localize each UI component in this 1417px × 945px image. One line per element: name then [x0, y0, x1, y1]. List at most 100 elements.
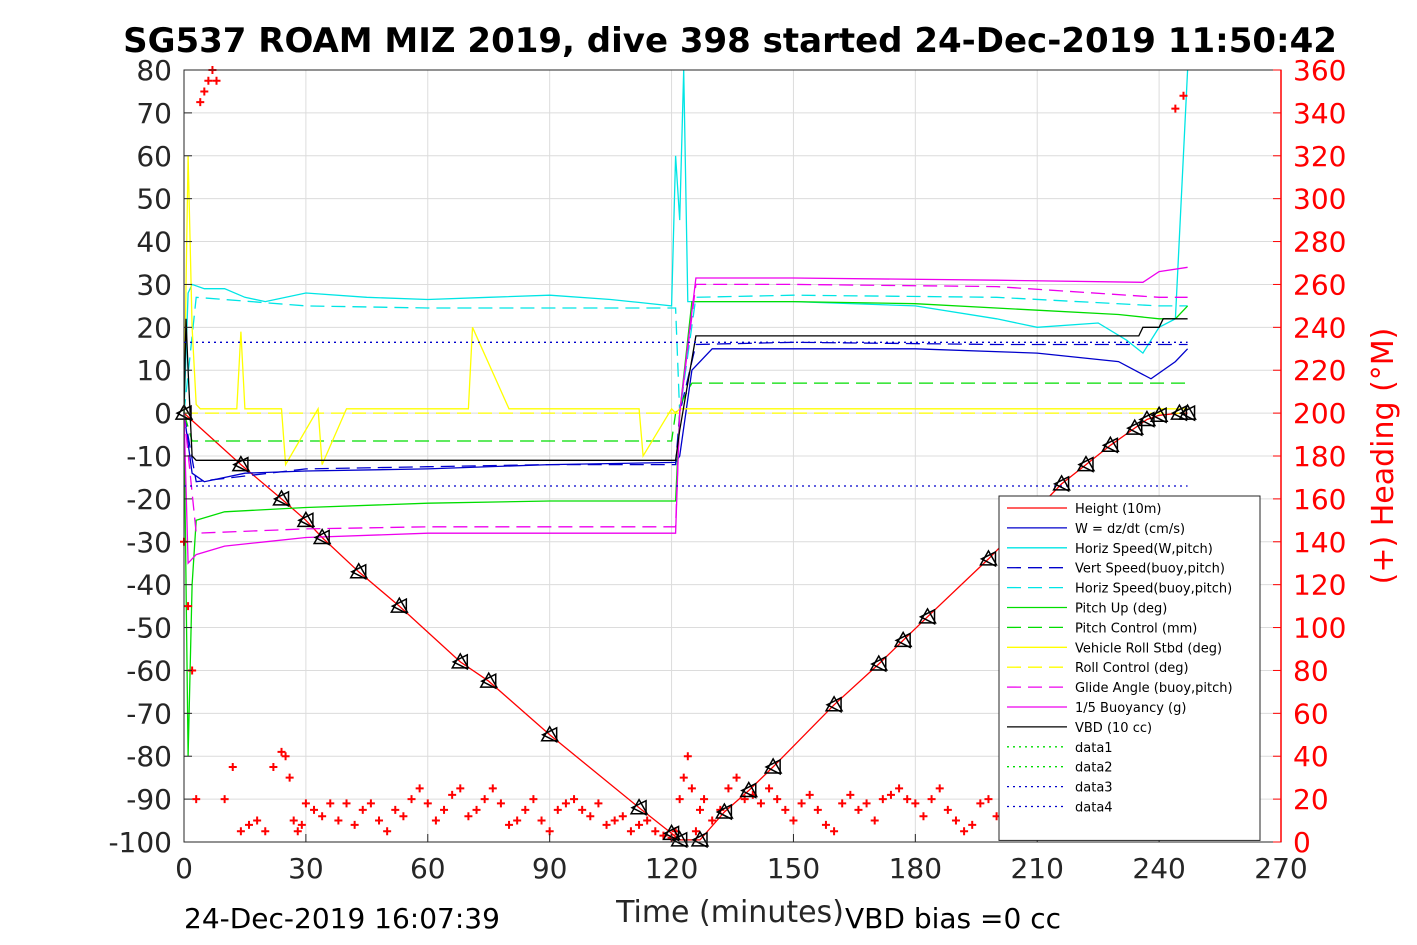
heading-marker	[724, 784, 733, 793]
heading-marker	[700, 795, 709, 804]
y-right-tick-label: 220	[1293, 354, 1346, 387]
series-line-1	[183, 412, 1188, 841]
heading-marker	[301, 799, 310, 808]
heading-marker	[675, 795, 684, 804]
heading-marker	[732, 773, 741, 782]
legend-entry-label: data4	[1075, 801, 1113, 816]
heading-marker	[505, 820, 514, 829]
y-right-tick-label: 80	[1293, 654, 1329, 687]
heading-marker	[756, 799, 765, 808]
legend-entry-label: Roll Control (deg)	[1075, 661, 1189, 676]
depth-triangle-marker	[764, 758, 781, 776]
heading-marker	[448, 790, 457, 799]
heading-marker	[358, 805, 367, 814]
heading-marker	[553, 805, 562, 814]
heading-marker	[399, 812, 408, 821]
legend-entry-label: 1/5 Buoyancy (g)	[1075, 701, 1186, 716]
depth-triangle-marker	[691, 831, 708, 849]
depth-triangle-marker	[740, 782, 757, 799]
heading-marker	[854, 805, 863, 814]
depth-triangle-marker	[918, 608, 936, 626]
heading-marker	[797, 799, 806, 808]
heading-marker	[935, 784, 944, 793]
heading-marker	[350, 820, 359, 829]
series-layer	[183, 69, 1189, 841]
heading-marker	[708, 816, 717, 825]
y-left-tick-label: -30	[126, 526, 172, 559]
legend-entry-label: Pitch Control (mm)	[1075, 621, 1197, 636]
legend-box	[998, 495, 1261, 841]
y-left-tick-label: 30	[136, 268, 172, 301]
depth-triangle-marker	[272, 490, 290, 508]
heading-marker	[878, 795, 887, 804]
heading-marker	[695, 805, 704, 814]
heading-marker	[220, 795, 229, 804]
x-tick-label: 90	[532, 852, 568, 885]
y-right-tick-label: 0	[1293, 826, 1311, 859]
heading-marker	[846, 790, 855, 799]
heading-marker	[297, 820, 306, 829]
heading-marker	[602, 820, 611, 829]
heading-marker	[679, 773, 688, 782]
heading-marker	[943, 805, 952, 814]
heading-marker	[635, 820, 644, 829]
depth-triangle-marker	[350, 563, 367, 581]
heading-marker	[903, 795, 912, 804]
heading-marker	[289, 816, 298, 825]
heading-marker	[464, 812, 473, 821]
legend-entry-label: VBD (10 cc)	[1075, 721, 1152, 736]
depth-triangle-marker	[715, 803, 733, 821]
x-tick-label: 150	[767, 852, 820, 885]
chart-title: SG537 ROAM MIZ 2019, dive 398 started 24…	[123, 21, 1337, 61]
heading-marker	[911, 799, 920, 808]
depth-triangle-marker	[825, 696, 842, 713]
heading-marker	[643, 816, 652, 825]
y-left-tick-label: -10	[126, 440, 172, 473]
heading-marker	[545, 827, 554, 836]
depth-triangle-marker	[894, 632, 911, 649]
heading-marker	[610, 816, 619, 825]
heading-marker	[521, 805, 530, 814]
depth-triangle-marker	[297, 512, 314, 529]
heading-marker	[1179, 91, 1188, 100]
heading-marker	[561, 799, 570, 808]
y-right-tick-label: 120	[1293, 569, 1346, 602]
y-axis-left-ticks: 80 70 60 50 40 30 20 10 0 -10 -20 -30 -40 -50 -60 -70 -8…	[108, 54, 192, 859]
heading-marker	[529, 795, 538, 804]
heading-marker	[375, 816, 384, 825]
y-left-tick-label: 20	[136, 311, 172, 344]
depth-triangle-marker	[1138, 411, 1155, 428]
y-left-tick-label: 0	[154, 397, 172, 430]
heading-marker	[789, 816, 798, 825]
heading-marker	[192, 795, 201, 804]
y-left-tick-label: -70	[126, 697, 172, 730]
x-tick-label: 120	[645, 852, 698, 885]
heading-marker	[691, 827, 700, 836]
heading-marker	[342, 799, 351, 808]
heading-marker	[236, 827, 245, 836]
depth-triangle-marker	[1101, 437, 1119, 454]
heading-marker	[277, 747, 286, 756]
x-tick-label: 30	[288, 852, 324, 885]
legend-entry-label: Height (10m)	[1075, 502, 1161, 517]
legend-entry-label: Horiz Speed(W,pitch)	[1075, 542, 1213, 557]
y-right-tick-label: 100	[1293, 612, 1346, 645]
heading-marker	[415, 784, 424, 793]
heading-marker	[366, 799, 375, 808]
heading-marker	[687, 784, 696, 793]
heading-marker	[960, 827, 969, 836]
y-left-tick-label: 40	[136, 226, 172, 259]
heading-marker	[594, 799, 603, 808]
y-left-tick-label: -80	[126, 740, 172, 773]
x-axis-ticks: 0 30 60 90 120 150 180 210 240 270	[175, 834, 1308, 885]
heading-marker	[261, 827, 270, 836]
heading-marker	[200, 87, 209, 96]
heading-marker	[805, 790, 814, 799]
heading-marker	[683, 752, 692, 761]
y-left-tick-label: -90	[126, 783, 172, 816]
heading-marker	[976, 799, 985, 808]
y-right-tick-label: 140	[1293, 526, 1346, 559]
heading-marker	[383, 827, 392, 836]
depth-triangle-marker	[1077, 456, 1094, 473]
